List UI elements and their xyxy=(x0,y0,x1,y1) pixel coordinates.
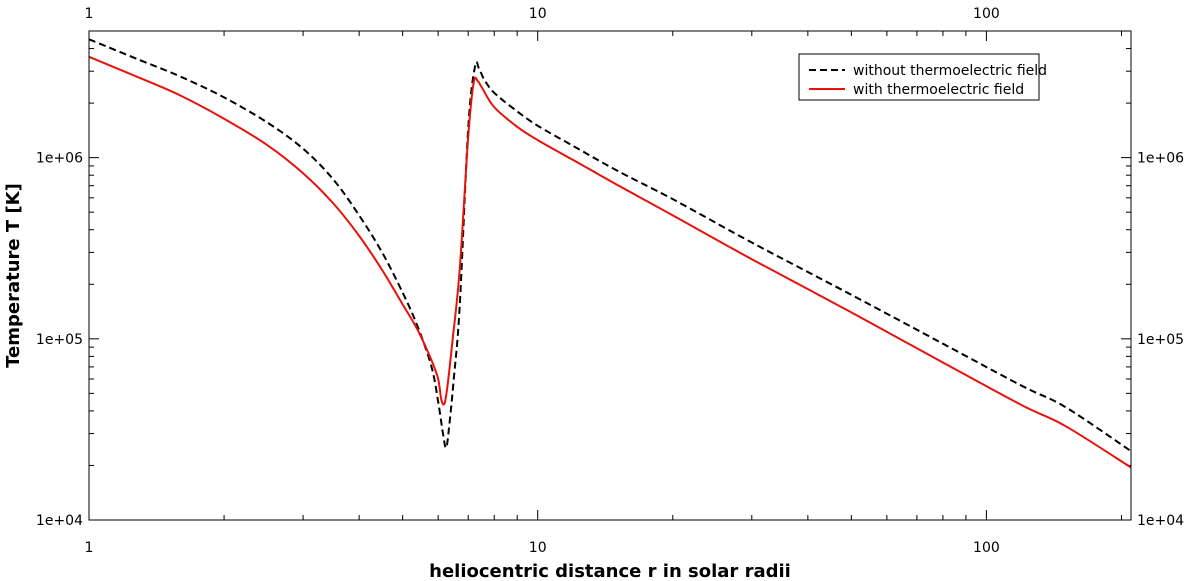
x-tick-label-bottom: 100 xyxy=(973,540,1000,556)
x-tick-label-bottom: 1 xyxy=(85,540,94,556)
y-tick-label-right: 1e+04 xyxy=(1137,513,1184,529)
plot-frame xyxy=(88,30,1132,521)
major-ticks xyxy=(88,31,1131,521)
series-line-0 xyxy=(88,38,1132,452)
x-tick-label-top: 10 xyxy=(529,6,547,22)
x-tick-label-top: 100 xyxy=(973,6,1000,22)
x-tick-label-bottom: 10 xyxy=(529,540,547,556)
x-tick-label-top: 1 xyxy=(85,6,94,22)
y-tick-label-left: 1e+05 xyxy=(36,332,83,348)
y-tick-label-left: 1e+04 xyxy=(36,513,83,529)
legend: without thermoelectric field with thermo… xyxy=(798,53,1047,101)
series-line-1 xyxy=(88,55,1132,469)
series-layer xyxy=(88,38,1132,469)
legend-label-with-thermoelectric-field: with thermoelectric field xyxy=(853,82,1024,98)
minor-ticks xyxy=(89,30,1131,520)
y-tick-label-right: 1e+05 xyxy=(1137,332,1184,348)
y-axis-title: Temperature T [K] xyxy=(3,183,24,368)
tick-labels: 1 1 10 10 100 100 1e+04 1e+04 1e+05 1e+05 1e+06 1e+… xyxy=(36,6,1184,556)
y-tick-label-left: 1e+06 xyxy=(36,151,83,167)
x-axis-title: heliocentric distance r in solar radii xyxy=(429,561,791,581)
legend-label-without-thermoelectric-field: without thermoelectric field xyxy=(853,63,1047,79)
legend-box xyxy=(798,53,1040,101)
y-tick-label-right: 1e+06 xyxy=(1137,151,1184,167)
